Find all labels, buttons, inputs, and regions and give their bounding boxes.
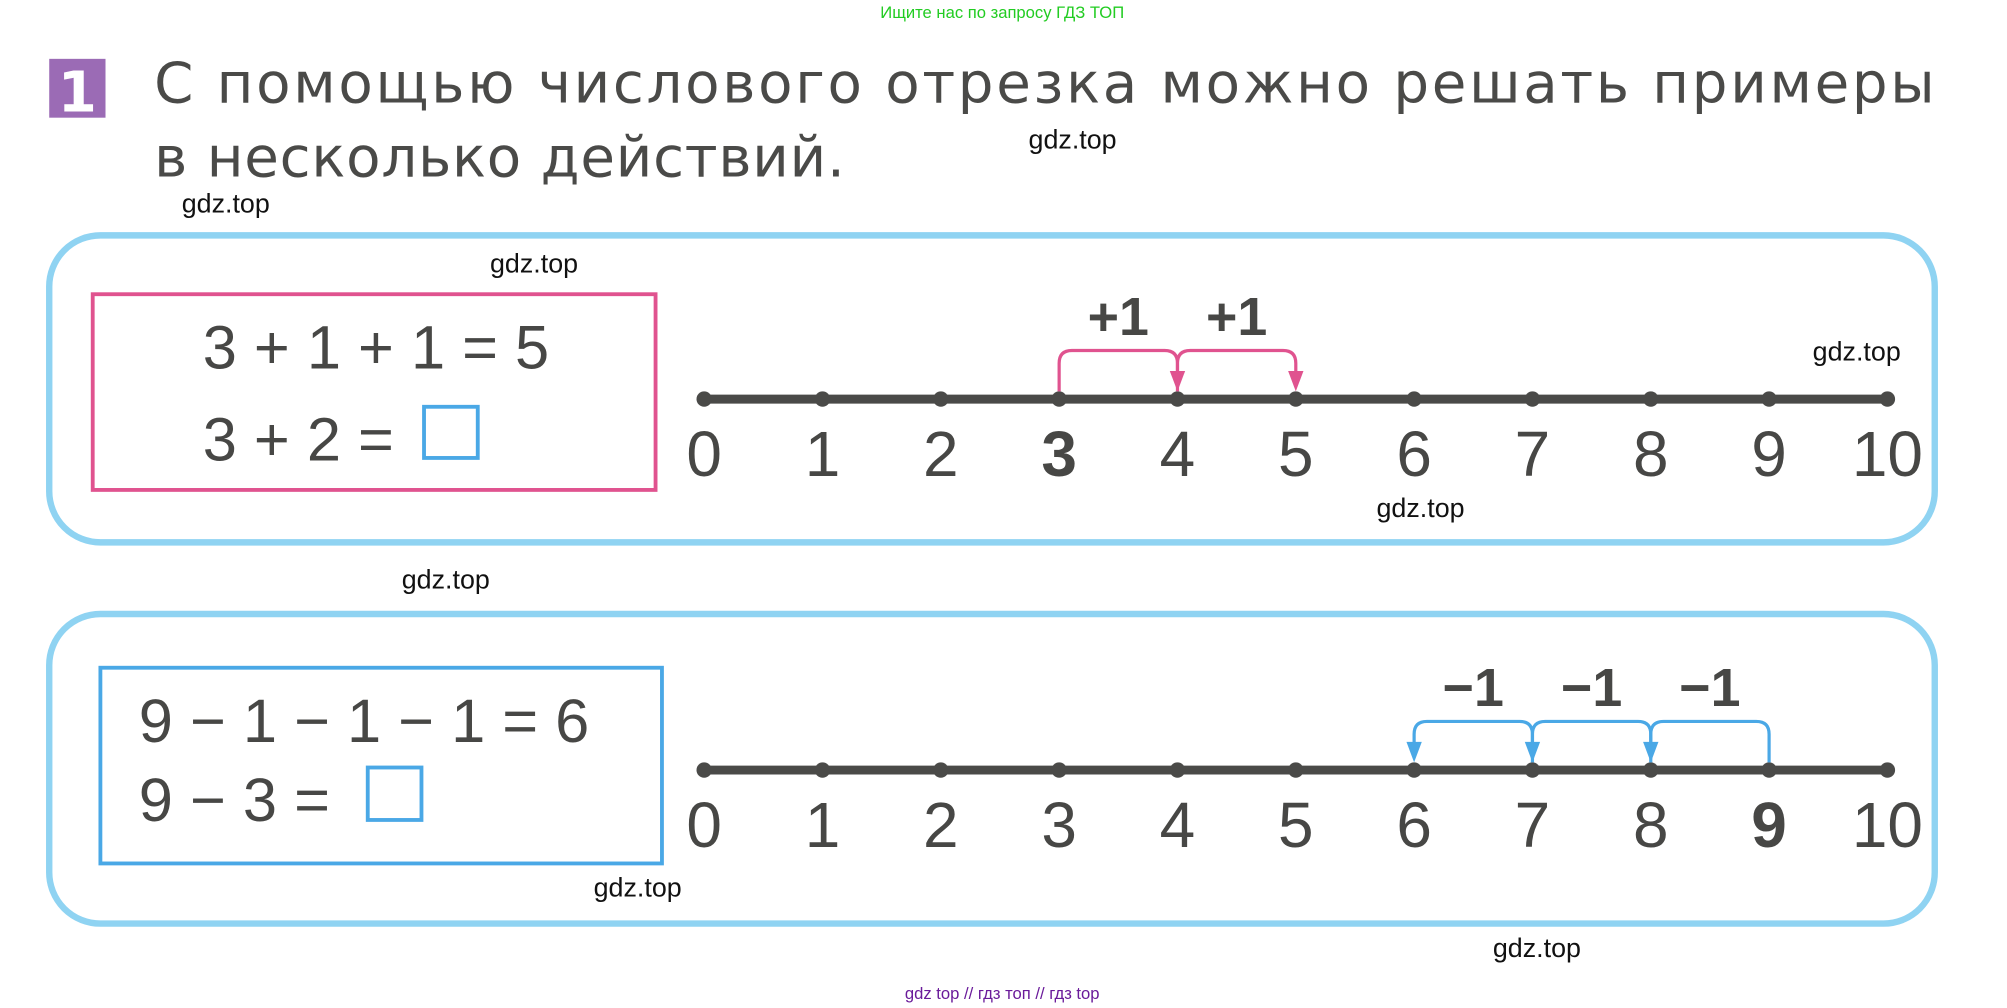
tick-dot xyxy=(696,762,712,778)
task-number-badge xyxy=(49,58,106,118)
jump-label: +1 xyxy=(1088,287,1149,347)
tick-dot xyxy=(1643,762,1659,778)
tick-label: 3 xyxy=(1041,789,1077,861)
watermark: gdz.top xyxy=(182,188,270,218)
tick-dot xyxy=(696,391,712,407)
equation-box-1 xyxy=(90,292,658,492)
tick-label: 6 xyxy=(1396,789,1432,861)
jump-label: −1 xyxy=(1679,658,1740,718)
task-text-line2: в несколько действий. xyxy=(154,126,845,191)
tick-dot xyxy=(1406,391,1422,407)
tick-dot xyxy=(1643,391,1659,407)
equation-2b: 9 − 3 = xyxy=(139,766,330,835)
jump-arc xyxy=(1057,348,1180,392)
watermark: gdz.top xyxy=(594,873,682,903)
number-line-1: 0 1 2 3 4 5 6 7 8 9 10 +1 +1 xyxy=(686,287,1923,490)
equation-1b: 3 + 2 = xyxy=(203,406,394,475)
tick-label: 5 xyxy=(1278,789,1314,861)
tick-label: 7 xyxy=(1515,418,1551,490)
arrow-head-icon xyxy=(1288,370,1304,392)
equation-2a: 9 − 1 − 1 − 1 = 6 xyxy=(139,687,590,756)
watermark: gdz.top xyxy=(1376,493,1464,523)
jump-arc xyxy=(1175,348,1298,392)
tick-label: 3 xyxy=(1041,418,1077,490)
search-hint-link[interactable]: Ищите нас по запросу ГДЗ ТОП xyxy=(880,3,1124,22)
tick-dot xyxy=(1051,762,1067,778)
tick-dot xyxy=(1169,762,1186,778)
tick-dot xyxy=(814,762,831,778)
tick-dot xyxy=(1879,762,1896,778)
tick-label: 2 xyxy=(923,789,959,861)
jump-label: −1 xyxy=(1443,658,1504,718)
tick-dot xyxy=(933,391,949,407)
example-frame-1 xyxy=(46,232,1938,546)
watermark: gdz.top xyxy=(1813,337,1901,367)
tick-label: 1 xyxy=(805,418,841,490)
tick-label: 9 xyxy=(1751,418,1787,490)
jump-arc xyxy=(1649,719,1771,763)
tick-label: 10 xyxy=(1852,418,1923,490)
tick-dot xyxy=(1761,391,1777,407)
jump-label: +1 xyxy=(1206,287,1267,347)
jump-label: −1 xyxy=(1561,658,1622,718)
equation-box-2 xyxy=(98,665,664,866)
tick-dot xyxy=(1524,391,1541,407)
tick-dot xyxy=(1761,762,1777,778)
tick-label: 8 xyxy=(1633,789,1669,861)
tick-label: 4 xyxy=(1160,418,1196,490)
tick-dot xyxy=(814,391,831,407)
footer-links[interactable]: gdz top // гдз топ // гдз top xyxy=(905,984,1100,1003)
task-number: 1 xyxy=(58,60,97,125)
tick-dot xyxy=(933,762,949,778)
tick-dot xyxy=(1879,391,1896,407)
jump-arc xyxy=(1412,719,1535,763)
tick-dot xyxy=(1051,391,1067,407)
tick-dot xyxy=(1524,762,1541,778)
tick-dot xyxy=(1288,391,1304,407)
tick-label: 7 xyxy=(1515,789,1551,861)
answer-box-1[interactable] xyxy=(422,404,480,460)
equation-1a: 3 + 1 + 1 = 5 xyxy=(203,313,549,382)
tick-dot xyxy=(1288,762,1304,778)
answer-box-2[interactable] xyxy=(365,765,424,822)
tick-label: 1 xyxy=(805,789,841,861)
jump-arc xyxy=(1530,719,1653,763)
watermark: gdz.top xyxy=(1493,933,1581,963)
tick-label: 0 xyxy=(686,418,722,490)
arrow-head-icon xyxy=(1406,741,1422,763)
number-line-2: 0 1 2 3 4 5 6 7 8 9 10 −1 −1 −1 xyxy=(686,658,1923,861)
tick-label: 8 xyxy=(1633,418,1669,490)
tick-label: 5 xyxy=(1278,418,1314,490)
tick-label: 2 xyxy=(923,418,959,490)
task-text-line1: С помощью числового отрезка можно решать… xyxy=(154,51,1935,116)
tick-dot xyxy=(1169,391,1186,407)
watermark: gdz.top xyxy=(1029,124,1117,154)
tick-label: 10 xyxy=(1852,789,1923,861)
tick-dot xyxy=(1406,762,1422,778)
watermark: gdz.top xyxy=(402,564,490,594)
tick-label: 4 xyxy=(1160,789,1196,861)
watermark: gdz.top xyxy=(490,248,578,278)
tick-label: 9 xyxy=(1751,789,1787,861)
example-frame-2 xyxy=(46,610,1938,927)
tick-label: 0 xyxy=(686,789,722,861)
tick-label: 6 xyxy=(1396,418,1432,490)
